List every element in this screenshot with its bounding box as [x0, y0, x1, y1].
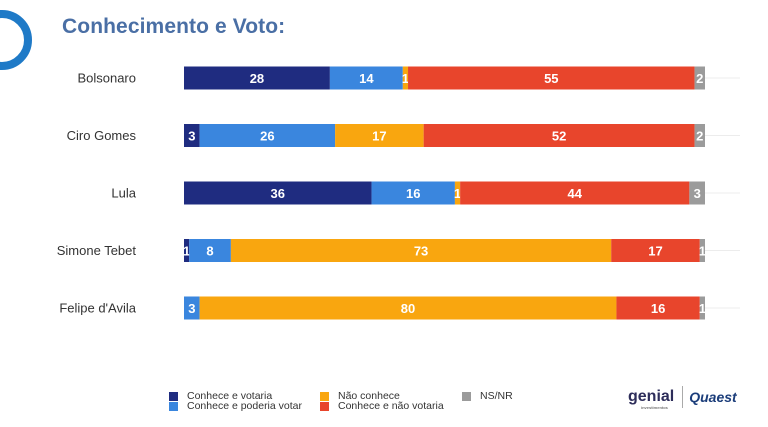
bar-segment	[694, 66, 705, 90]
category-label: Ciro Gomes	[67, 128, 137, 143]
data-label: 14	[359, 71, 374, 86]
category-label: Lula	[111, 186, 136, 201]
data-label: 1	[454, 186, 461, 201]
data-label: 3	[188, 129, 195, 144]
bar-segment	[189, 239, 231, 262]
quaest-logo: Quaest	[689, 389, 737, 405]
data-label: 8	[206, 244, 213, 259]
bar-segment	[184, 66, 330, 90]
bar-segment	[689, 181, 705, 205]
bar-segment	[184, 239, 190, 262]
data-label: 80	[401, 301, 415, 316]
bar-segment	[616, 296, 700, 320]
data-label: 2	[696, 129, 703, 144]
bar-segment	[408, 66, 695, 90]
bar-segment	[329, 66, 403, 90]
data-label: 1	[699, 244, 706, 259]
bar-segment	[423, 124, 695, 147]
bar-segment	[199, 296, 617, 320]
data-label: 17	[648, 244, 662, 259]
data-label: 16	[406, 186, 420, 201]
bar-segment	[460, 181, 690, 205]
bar-segment	[371, 181, 455, 205]
bar-segment	[611, 239, 700, 262]
category-label: Felipe d'Avila	[59, 301, 136, 316]
chart-title: Conhecimento e Voto:	[62, 15, 286, 38]
logo-divider	[682, 386, 684, 408]
bar-segment	[335, 124, 424, 147]
data-label: 3	[694, 186, 701, 201]
data-label: 1	[699, 301, 706, 316]
data-label: 36	[271, 186, 285, 201]
data-label: 3	[188, 301, 195, 316]
bar-segment	[694, 124, 705, 147]
genial-logo: genial investimentos	[628, 388, 675, 410]
bar-segment	[184, 296, 200, 320]
brand-arc-decoration	[0, 10, 32, 70]
bar-segment	[402, 66, 409, 90]
data-label: 52	[552, 129, 566, 144]
data-label: 1	[183, 244, 190, 259]
data-label: 26	[260, 129, 274, 144]
data-label: 55	[544, 71, 558, 86]
sponsor-logos: genial investimentos Quaest	[628, 386, 737, 410]
bar-segment	[230, 239, 612, 262]
bar-segment	[184, 181, 372, 205]
bar-segment	[699, 239, 705, 262]
bar-segment	[184, 124, 200, 147]
category-label: Bolsonaro	[77, 71, 136, 86]
data-label: 17	[372, 129, 386, 144]
data-label: 44	[568, 186, 583, 201]
data-label: 2	[696, 71, 703, 86]
bar-segment	[699, 296, 705, 320]
data-label: 16	[651, 301, 665, 316]
data-label: 73	[414, 244, 428, 259]
bar-segment	[199, 124, 336, 147]
bar-segment	[454, 181, 461, 205]
data-label: 28	[250, 71, 264, 86]
data-label: 1	[402, 71, 409, 86]
category-label: Simone Tebet	[57, 243, 137, 258]
